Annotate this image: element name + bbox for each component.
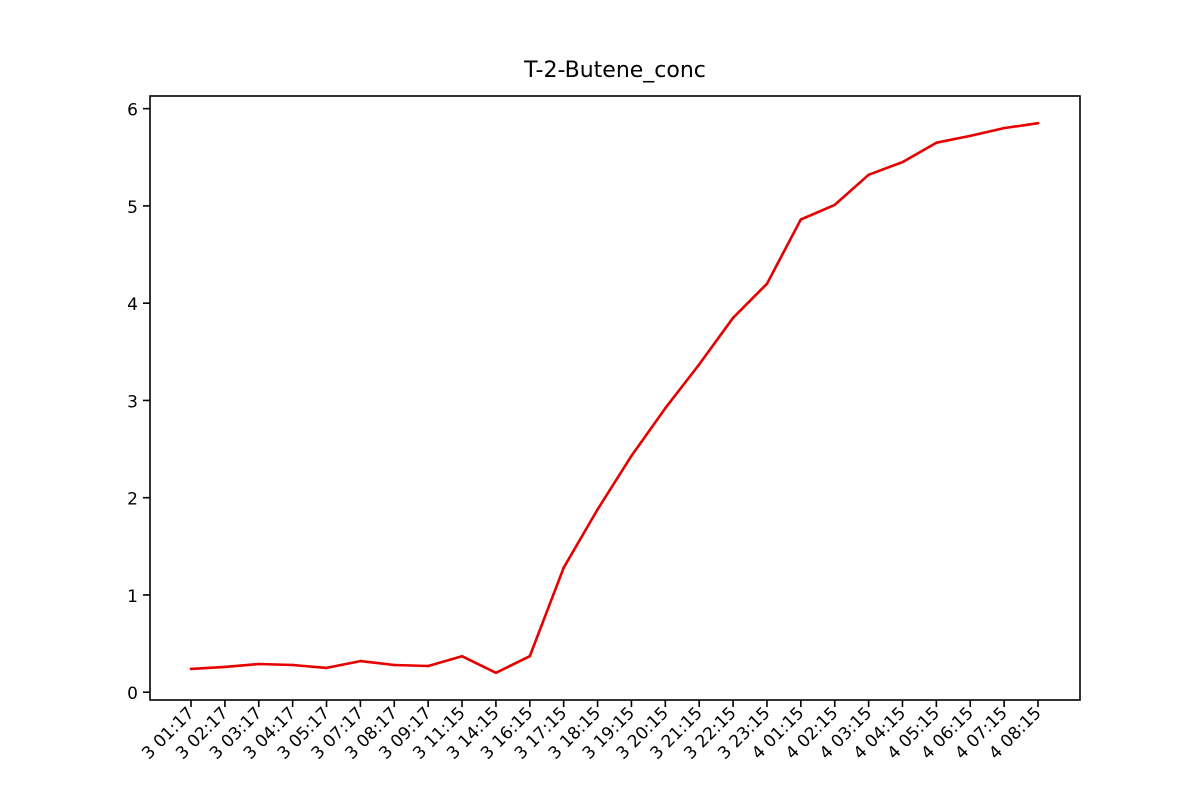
y-axis: 0 1 2 3 4 5 6 <box>127 101 150 704</box>
series-line <box>189 121 1040 675</box>
data-point <box>833 203 837 207</box>
y-tick-label: 3 <box>127 392 138 412</box>
y-tick-label: 6 <box>127 101 138 121</box>
data-point <box>223 665 227 669</box>
chart-title: T-2-Butene_conc <box>523 58 706 83</box>
y-tick-label: 4 <box>127 295 138 315</box>
data-point <box>460 654 464 658</box>
series-group <box>189 121 1040 675</box>
y-tick-label: 2 <box>127 490 138 510</box>
y-tick-label: 5 <box>127 198 138 218</box>
data-point <box>359 659 362 663</box>
data-point <box>325 666 328 670</box>
plot-area-frame <box>149 95 1081 701</box>
data-point <box>799 218 803 221</box>
data-point <box>1002 126 1006 130</box>
data-point <box>257 662 261 666</box>
data-point <box>189 667 193 671</box>
x-axis: 3 01:173 02:173 03:173 04:173 05:173 07:… <box>138 700 1046 764</box>
data-point <box>596 508 599 511</box>
data-point <box>697 363 701 366</box>
data-point <box>562 566 565 570</box>
data-point <box>426 664 430 668</box>
data-point <box>968 134 972 138</box>
data-point <box>765 282 769 286</box>
y-tick-label: 0 <box>127 684 138 704</box>
data-point <box>935 141 938 144</box>
data-point <box>664 406 667 410</box>
data-point <box>867 173 870 177</box>
data-point <box>731 316 735 320</box>
data-point <box>494 671 498 675</box>
data-point <box>392 663 396 667</box>
data-point <box>291 663 294 667</box>
data-point <box>630 454 633 458</box>
data-point <box>901 160 904 164</box>
data-point <box>528 654 532 658</box>
y-tick-label: 1 <box>127 587 138 607</box>
data-point <box>1036 121 1040 125</box>
